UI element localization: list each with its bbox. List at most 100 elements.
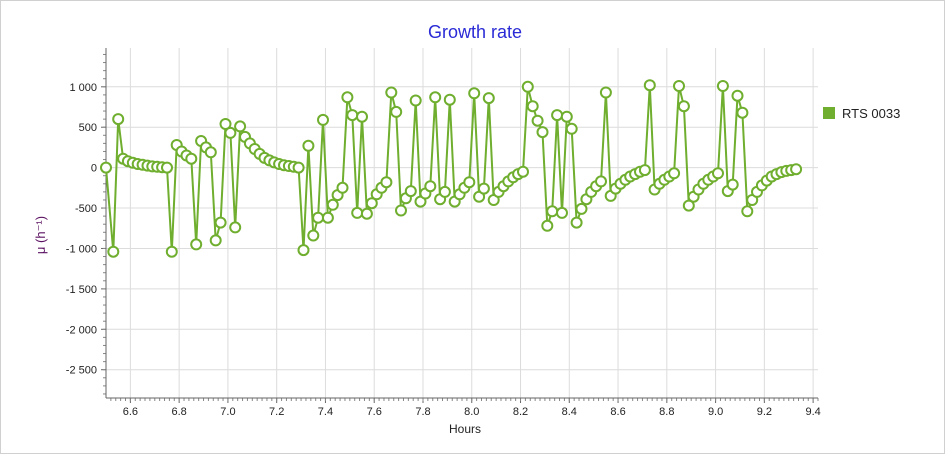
x-tick-label: 7.0 <box>220 406 235 418</box>
x-tick-label: 7.4 <box>318 406 333 418</box>
x-tick-label: 8.0 <box>464 406 479 418</box>
data-point <box>229 221 242 234</box>
data-point <box>365 197 378 210</box>
data-point <box>317 113 329 126</box>
data-point <box>731 89 744 102</box>
x-tick-label: 6.8 <box>172 406 187 418</box>
data-point <box>360 207 373 220</box>
data-point <box>575 202 588 215</box>
y-tick-label: 0 <box>91 163 97 175</box>
y-ticks: 1 000 500 0 -500 -1 000 -1 500 -2 000 -2 500 <box>66 53 106 395</box>
data-point <box>482 92 495 105</box>
data-point <box>477 182 490 195</box>
legend-swatch <box>823 107 835 119</box>
data-point <box>570 216 583 229</box>
data-point <box>351 206 364 219</box>
data-point <box>224 126 237 139</box>
data-point <box>521 80 534 93</box>
data-point <box>429 91 442 104</box>
x-axis-title: Hours <box>449 422 481 436</box>
data-point <box>214 216 227 229</box>
legend: RTS 0033 <box>823 106 900 121</box>
data-point <box>531 114 544 127</box>
data-point <box>468 87 481 100</box>
data-point <box>463 176 476 189</box>
x-tick-label: 8.2 <box>513 406 528 418</box>
chart-title: Growth rate <box>428 22 522 42</box>
data-point <box>790 163 803 176</box>
data-point <box>556 206 568 219</box>
data-point <box>336 181 349 194</box>
legend-label: RTS 0033 <box>842 106 900 121</box>
data-point <box>292 161 305 174</box>
data-point <box>341 91 354 104</box>
y-tick-label: -2 000 <box>66 324 97 336</box>
data-point <box>404 185 417 198</box>
y-tick-label: -2 500 <box>66 365 97 377</box>
data-point <box>443 93 456 106</box>
data-point <box>307 229 320 242</box>
data-point <box>565 122 578 135</box>
data-point <box>380 176 393 189</box>
grid <box>106 48 818 398</box>
x-tick-label: 7.2 <box>269 406 284 418</box>
data-point <box>190 238 203 251</box>
x-tick-label: 7.8 <box>415 406 430 418</box>
data-point <box>726 178 739 191</box>
data-point <box>204 146 217 159</box>
data-point <box>599 86 612 99</box>
data-point <box>312 211 325 224</box>
data-point <box>385 86 398 99</box>
data-point <box>326 198 339 211</box>
data-point <box>302 139 315 152</box>
x-tick-label: 6.6 <box>123 406 138 418</box>
y-tick-label: -500 <box>75 203 97 215</box>
data-point <box>541 219 554 232</box>
data-point <box>424 180 437 193</box>
x-tick-label: 9.0 <box>708 406 723 418</box>
data-point <box>185 152 198 165</box>
data-point <box>209 234 222 247</box>
data-point <box>161 161 173 174</box>
data-point <box>736 106 749 119</box>
data-point <box>526 100 539 113</box>
x-tick-label: 9.2 <box>757 406 772 418</box>
data-point <box>682 199 695 212</box>
data-point <box>321 211 334 224</box>
data-point <box>595 175 607 188</box>
data-point <box>643 79 656 92</box>
data-point <box>638 164 651 177</box>
data-point <box>297 244 310 257</box>
y-tick-label: -1 500 <box>66 284 97 296</box>
data-point <box>546 205 559 218</box>
data-point <box>112 113 125 126</box>
data-point <box>395 204 407 217</box>
data-point <box>668 167 681 180</box>
data-point <box>438 185 451 198</box>
x-tick-label: 7.6 <box>367 406 382 418</box>
data-point <box>517 165 529 178</box>
data-point <box>551 109 564 122</box>
data-point <box>219 118 232 130</box>
y-tick-label: 1 000 <box>69 82 97 94</box>
data-point <box>677 100 690 113</box>
data-point <box>346 109 359 122</box>
data-point <box>234 120 247 133</box>
y-tick-label: -1 000 <box>66 243 97 255</box>
data-point <box>712 167 724 180</box>
y-axis-title: μ (h⁻¹) <box>33 216 48 254</box>
data-point <box>741 205 754 218</box>
x-tick-label: 8.8 <box>659 406 674 418</box>
data-point <box>165 245 178 258</box>
data-point <box>560 110 573 123</box>
data-point <box>673 80 685 92</box>
x-tick-label: 9.4 <box>805 406 820 418</box>
y-tick-label: 500 <box>79 122 97 134</box>
series-line <box>105 85 797 252</box>
x-tick-label: 8.4 <box>562 406 577 418</box>
x-ticks: 6.6 6.8 7.0 7.2 7.4 7.6 7.8 8.0 8.2 8.4 8.6 8.8 9.0 9… <box>110 398 821 418</box>
data-point <box>409 94 422 107</box>
series-rts-0033 <box>100 79 803 258</box>
data-point <box>716 80 729 92</box>
